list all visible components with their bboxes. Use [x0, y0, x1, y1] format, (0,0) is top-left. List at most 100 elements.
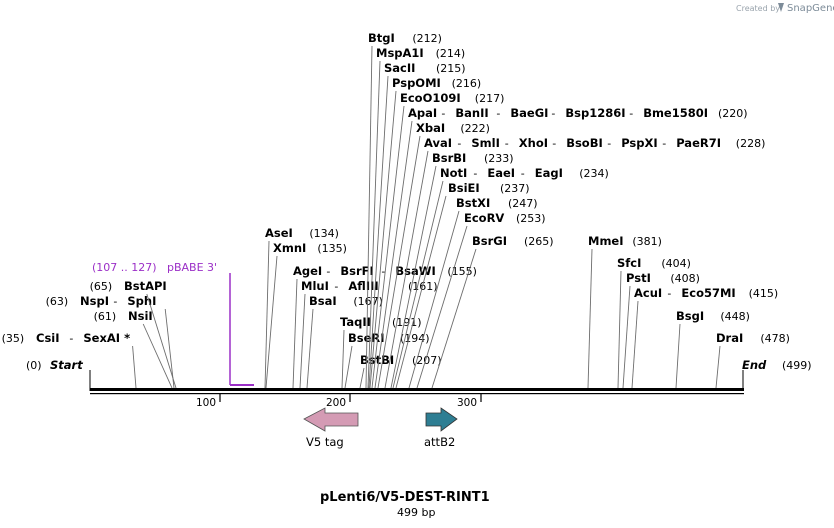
v5-tag-arrow: [303, 407, 359, 432]
restriction-site[interactable]: PstI (408): [622, 271, 700, 389]
restriction-site[interactable]: AseI (134): [264, 226, 339, 389]
site-position: (220): [718, 107, 748, 120]
restriction-site[interactable]: MmeI (381): [587, 234, 662, 389]
map-length: 499 bp: [397, 506, 435, 519]
site-position: (63): [46, 295, 69, 308]
primer-name: pBABE 3': [167, 261, 217, 274]
restriction-site[interactable]: (35) CsiI - SexAI *: [2, 331, 137, 389]
site-leader-line: [431, 248, 477, 389]
ruler-tick-label: 200: [326, 397, 346, 409]
restriction-site[interactable]: PspOMI (216): [369, 76, 481, 389]
restriction-site[interactable]: EcoRV (253): [416, 211, 546, 389]
feature-attb2[interactable]: attB2: [424, 407, 458, 449]
backbone-strand: [90, 393, 744, 395]
restriction-site[interactable]: BsrBI (233): [390, 151, 514, 389]
site-separator: -: [551, 107, 555, 120]
branding-created-by: Created by: [736, 4, 780, 13]
site-name: EcoRV: [464, 211, 504, 225]
site-name: AgeI: [293, 264, 322, 278]
restriction-site[interactable]: (61) NsiI: [94, 309, 173, 389]
site-position: (408): [670, 272, 700, 285]
restriction-site[interactable]: DraI (478): [715, 331, 790, 389]
restriction-site[interactable]: XbaI (222): [377, 121, 490, 389]
site-leader-line: [617, 270, 622, 389]
site-position: (65): [90, 280, 113, 293]
site-leader-line: [631, 300, 639, 389]
feature-label: attB2: [424, 435, 455, 449]
restriction-site[interactable]: BsiEI (237): [395, 181, 530, 389]
site-position: (253): [516, 212, 546, 225]
primer-range: (107 .. 127): [92, 261, 157, 274]
site-name: PspXI: [621, 136, 657, 150]
restriction-site[interactable]: XmnI (135): [265, 241, 347, 389]
restriction-site[interactable]: BsrGI (265): [431, 234, 554, 389]
site-leader-line: [715, 345, 721, 389]
restriction-site[interactable]: TaqII (191): [340, 315, 422, 389]
site-leader-line: [264, 240, 270, 389]
restriction-site[interactable]: (63) NspI - SphI: [46, 294, 175, 389]
site-leader-line: [587, 248, 593, 389]
site-leader-line: [299, 293, 306, 389]
site-name: BsgI: [676, 309, 704, 323]
site-separator: -: [662, 137, 666, 150]
site-leader-line: [365, 45, 373, 389]
site-name: BsrFI: [340, 264, 373, 278]
restriction-site[interactable]: BstXI (247): [408, 196, 538, 389]
restriction-site[interactable]: SacII (215): [368, 61, 466, 389]
primer-bar: [230, 384, 254, 386]
site-name: SexAI *: [83, 331, 130, 345]
restriction-site[interactable]: EcoO109I (217): [371, 91, 504, 389]
backbone-line: [90, 388, 744, 391]
site-leader-line: [622, 285, 631, 389]
site-name: BaeGI: [510, 106, 548, 120]
site-position: (415): [749, 287, 779, 300]
feature-v5-tag[interactable]: V5 tag: [303, 407, 359, 449]
ruler-tick-label: 100: [196, 397, 216, 409]
end-label: End: [742, 358, 767, 372]
restriction-site[interactable]: ApaI - BanII - BaeGI - Bsp1286I - Bme1580I (220): [374, 106, 748, 389]
site-name: ApaI: [408, 106, 437, 120]
site-separator: -: [69, 332, 73, 345]
site-name: BstAPI: [124, 279, 167, 293]
restriction-site[interactable]: SfcI (404): [617, 256, 691, 389]
restriction-site[interactable]: BtgI (212): [365, 31, 442, 389]
site-leader-line: [377, 135, 421, 389]
restriction-site[interactable]: BsgI (448): [675, 309, 750, 389]
restriction-site[interactable]: NotI - EaeI - EagI (234): [392, 166, 609, 389]
site-position: (233): [484, 152, 514, 165]
site-leader-line: [359, 367, 365, 389]
primer-pbabe3[interactable]: (107 .. 127) pBABE 3': [92, 261, 254, 386]
site-name: NspI: [80, 294, 109, 308]
site-separator: -: [381, 265, 385, 278]
site-position: (228): [736, 137, 766, 150]
site-leader-line: [142, 323, 173, 389]
site-name: BsiEI: [448, 181, 480, 195]
site-leader-line: [416, 225, 468, 389]
site-name: BtgI: [368, 31, 395, 45]
site-leader-line: [369, 90, 397, 389]
site-name: AvaI: [424, 136, 452, 150]
restriction-site[interactable]: AcuI - Eco57MI (415): [631, 286, 779, 389]
site-separator: -: [473, 167, 477, 180]
site-leader-line: [341, 329, 345, 389]
site-position: (478): [760, 332, 790, 345]
site-leader-line: [292, 278, 298, 389]
site-position: (212): [412, 32, 442, 45]
site-position: (167): [353, 295, 383, 308]
site-leader-line: [164, 308, 175, 389]
restriction-site[interactable]: MluI-AflIII(161): [299, 279, 438, 389]
site-leader-line: [367, 60, 381, 389]
site-position: (448): [720, 310, 750, 323]
restriction-site[interactable]: AvaI - SmlI - XhoI - BsoBI - PspXI - PaeR7I (228): [384, 136, 766, 389]
site-position: (134): [309, 227, 339, 240]
site-leader-line: [344, 345, 353, 389]
site-separator: -: [496, 107, 500, 120]
site-separator: -: [326, 265, 330, 278]
site-name: BstXI: [456, 196, 490, 210]
restriction-site[interactable]: (65) BstAPI: [90, 279, 177, 389]
site-name: PaeR7I: [676, 136, 721, 150]
restriction-site[interactable]: MspA1I (214): [367, 46, 465, 389]
restriction-site[interactable]: BsaI (167): [306, 294, 383, 389]
site-name: BsrGI: [472, 234, 507, 248]
branding-product: SnapGene: [787, 3, 834, 14]
